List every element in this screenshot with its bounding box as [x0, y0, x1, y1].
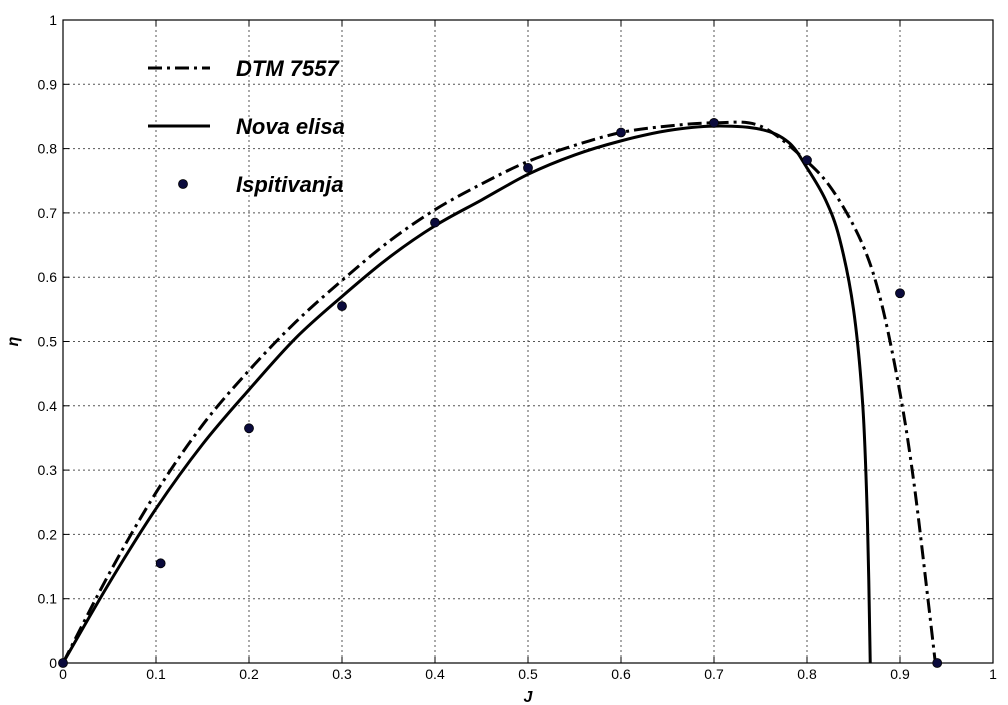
x-tick-label: 0.4: [425, 666, 445, 682]
data-point-ispitivanja: [802, 155, 812, 166]
y-tick-label: 0: [49, 655, 57, 671]
x-axis-label: J: [524, 689, 534, 705]
data-point-ispitivanja: [616, 127, 626, 138]
y-tick-label: 0.8: [38, 141, 58, 157]
data-point-ispitivanja: [523, 162, 533, 173]
data-point-ispitivanja: [430, 217, 440, 228]
legend: DTM 7557 Nova elisa Ispitivanja: [148, 56, 345, 197]
x-tick-label: 1: [989, 666, 997, 682]
y-tick-label: 0.1: [38, 591, 58, 607]
data-point-ispitivanja: [58, 658, 68, 668]
legend-label: Ispitivanja: [236, 172, 344, 197]
data-point-ispitivanja: [709, 117, 719, 128]
x-tick-label: 0.3: [332, 666, 352, 682]
legend-marker-ispitivanja: [178, 179, 188, 189]
x-axis-ticks: 0 0.1 0.2 0.3 0.4 0.5 0.6 0.7 0.8 0.9 1: [59, 20, 997, 682]
y-tick-label: 0.7: [38, 205, 58, 221]
y-tick-label: 0.3: [38, 462, 58, 478]
data-point-ispitivanja: [244, 423, 254, 434]
x-tick-label: 0: [59, 666, 67, 682]
y-tick-label: 0.2: [38, 526, 58, 542]
y-tick-label: 0.6: [38, 269, 58, 285]
y-tick-label: 0.4: [38, 398, 58, 414]
data-point-ispitivanja: [932, 658, 943, 668]
grid: [63, 20, 993, 663]
series-line-dtm-7557: [61, 120, 937, 664]
x-tick-label: 0.9: [890, 666, 910, 682]
data-point-ispitivanja: [337, 301, 347, 312]
x-tick-label: 0.8: [797, 666, 817, 682]
series-line-nova-elisa: [61, 124, 872, 664]
y-tick-label: 0.5: [38, 334, 58, 350]
x-tick-label: 0.2: [239, 666, 259, 682]
y-tick-label: 1: [49, 12, 57, 28]
x-tick-label: 0.1: [146, 666, 166, 682]
x-tick-label: 0.5: [518, 666, 538, 682]
data-point-ispitivanja: [155, 558, 166, 569]
y-axis-label: η: [5, 336, 22, 346]
legend-label: Nova elisa: [236, 114, 345, 139]
legend-label: DTM 7557: [236, 56, 340, 81]
y-tick-label: 0.9: [38, 76, 58, 92]
x-tick-label: 0.7: [704, 666, 724, 682]
x-tick-label: 0.6: [611, 666, 631, 682]
y-axis-ticks: 0 0.1 0.2 0.3 0.4 0.5 0.6 0.7 0.8 0.9 1: [38, 12, 993, 671]
series: [58, 117, 943, 668]
data-point-ispitivanja: [895, 288, 905, 299]
